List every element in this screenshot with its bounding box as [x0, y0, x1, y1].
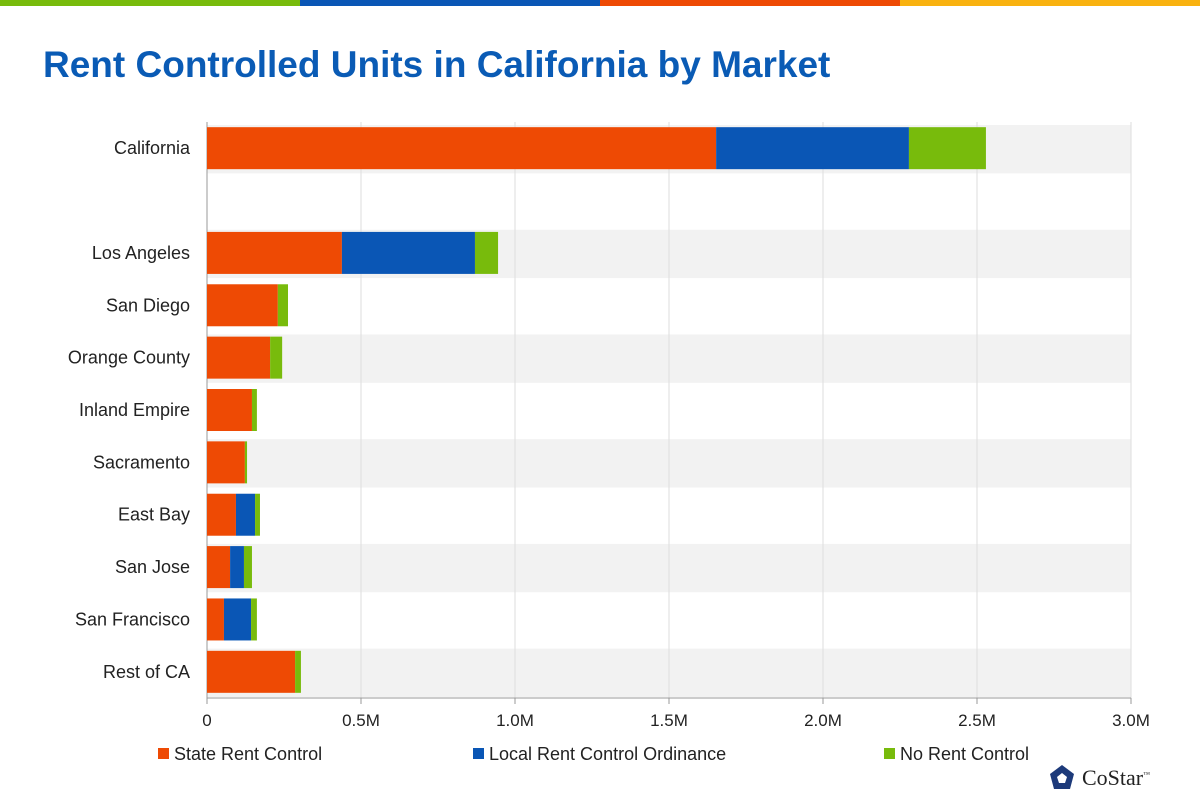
x-tick-label: 0	[202, 711, 211, 730]
top-bar-green	[0, 0, 300, 6]
bar-no-rent-control	[251, 389, 257, 431]
x-tick-label: 2.0M	[804, 711, 842, 730]
bar-local-rent-control-ordinance	[235, 493, 256, 536]
bar-state-rent-control	[207, 231, 342, 274]
legend-label: No Rent Control	[900, 744, 1029, 764]
logo-tm: ™	[1143, 770, 1150, 779]
bar-state-rent-control	[207, 284, 278, 327]
bar-state-rent-control	[207, 127, 717, 170]
bar-no-rent-control	[908, 127, 986, 170]
bar-state-rent-control	[207, 546, 231, 589]
bar-local-rent-control-ordinance	[230, 546, 244, 589]
category-label: San Jose	[115, 557, 190, 577]
x-tick-label: 2.5M	[958, 711, 996, 730]
category-label: California	[114, 138, 191, 158]
legend-label: Local Rent Control Ordinance	[489, 744, 726, 764]
top-color-bar	[0, 0, 1200, 6]
bar-no-rent-control	[244, 441, 248, 484]
legend-swatch	[473, 748, 484, 759]
category-label: San Diego	[106, 295, 190, 315]
bar-no-rent-control	[270, 336, 283, 379]
bar-state-rent-control	[207, 389, 252, 431]
bar-no-rent-control	[277, 284, 289, 327]
bar-no-rent-control	[255, 493, 260, 536]
bar-local-rent-control-ordinance	[223, 598, 252, 641]
bar-no-rent-control	[251, 598, 257, 641]
category-label: Inland Empire	[79, 400, 190, 420]
category-label: Orange County	[68, 348, 190, 368]
top-bar-orange	[600, 0, 900, 6]
bar-state-rent-control	[207, 650, 296, 693]
legend-swatch	[884, 748, 895, 759]
legend-label: State Rent Control	[174, 744, 322, 764]
legend-swatch	[158, 748, 169, 759]
top-bar-yellow	[900, 0, 1200, 6]
bar-local-rent-control-ordinance	[341, 231, 475, 274]
bar-local-rent-control-ordinance	[716, 127, 909, 170]
bar-state-rent-control	[207, 441, 245, 484]
category-label: Los Angeles	[92, 243, 190, 263]
costar-logo: CoStar™	[1048, 764, 1150, 792]
category-label: East Bay	[118, 505, 190, 525]
x-tick-label: 1.5M	[650, 711, 688, 730]
category-label: San Francisco	[75, 609, 190, 629]
category-label: Sacramento	[93, 452, 190, 472]
logo-text: CoStar	[1082, 765, 1144, 790]
x-tick-label: 3.0M	[1112, 711, 1150, 730]
bar-no-rent-control	[474, 231, 499, 274]
category-label: Rest of CA	[103, 662, 190, 682]
bar-state-rent-control	[207, 493, 236, 536]
chart-title: Rent Controlled Units in California by M…	[43, 44, 831, 85]
costar-star-icon	[1050, 765, 1074, 789]
bar-state-rent-control	[207, 336, 271, 379]
x-tick-label: 0.5M	[342, 711, 380, 730]
bar-state-rent-control	[207, 598, 224, 641]
x-tick-label: 1.0M	[496, 711, 534, 730]
bar-no-rent-control	[295, 650, 301, 693]
top-bar-blue	[300, 0, 600, 6]
bar-no-rent-control	[243, 546, 252, 589]
